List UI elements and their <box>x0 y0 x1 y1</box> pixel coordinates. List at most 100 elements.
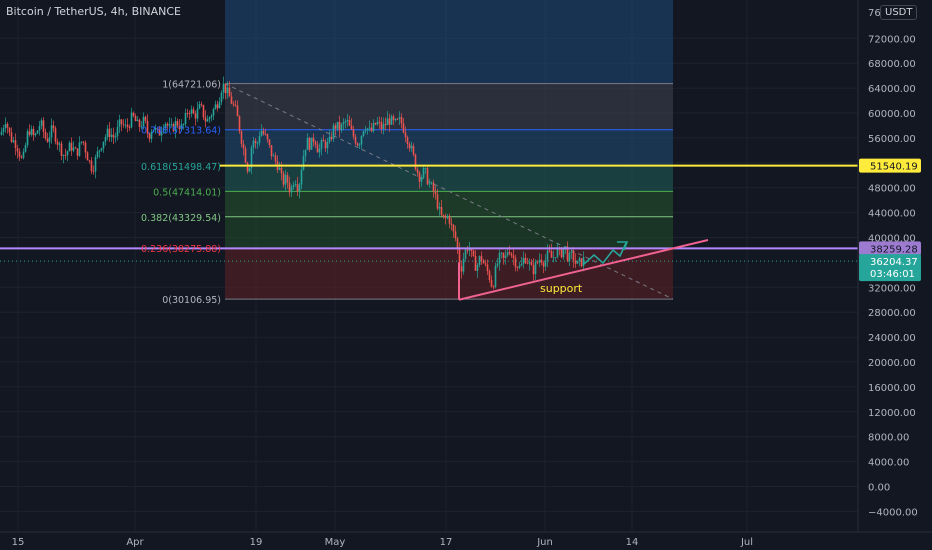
candle-body <box>450 223 453 226</box>
candle-body <box>206 119 209 122</box>
candle-body <box>236 105 239 117</box>
trend-drawings[interactable]: support <box>0 164 858 301</box>
candle-body <box>382 124 385 130</box>
candle-body <box>80 141 83 143</box>
candle-body <box>334 125 337 129</box>
candle-body <box>314 141 317 145</box>
arrow-head <box>617 241 629 251</box>
candle-body <box>392 116 395 121</box>
candle-body <box>302 156 305 170</box>
candle-body <box>202 105 205 118</box>
candle-body <box>432 182 435 192</box>
candle-body <box>22 151 25 158</box>
candle-body <box>60 143 63 156</box>
candle-body <box>150 131 153 139</box>
candle-body <box>10 132 13 142</box>
currency-badge[interactable]: USDT <box>880 5 918 20</box>
candle-body <box>70 142 73 151</box>
candle-body <box>214 104 217 110</box>
y-tick-label: 40000.00 <box>868 234 916 245</box>
candle-body <box>316 144 319 153</box>
candle-body <box>356 143 359 146</box>
candle-body <box>340 124 343 131</box>
symbol-title[interactable]: Bitcoin / TetherUS, 4h, BINANCE <box>6 5 182 18</box>
candle-body <box>224 83 227 94</box>
candle-body <box>54 128 57 142</box>
candle-body <box>218 101 221 109</box>
candle-body <box>56 141 59 145</box>
candle-body <box>480 256 483 261</box>
candle-body <box>192 109 195 114</box>
candle-body <box>332 125 335 140</box>
candle-body <box>78 142 81 156</box>
candle-body <box>196 108 199 119</box>
fib-level-label: 0.236(38275.88) <box>141 244 221 255</box>
fib-trend-line <box>224 83 674 300</box>
candle-body <box>402 123 405 133</box>
fib-extension-zone <box>225 0 673 84</box>
candle-body <box>482 260 485 264</box>
candle-body <box>130 112 133 128</box>
y-tick-label: 24000.00 <box>868 333 916 344</box>
candle-body <box>94 157 97 172</box>
candle-body <box>500 252 503 254</box>
time-axis[interactable]: 15 Apr 19 May 17 Jun 14 Jul <box>0 531 932 550</box>
candle-body <box>442 214 445 217</box>
candle-body <box>6 123 9 128</box>
candle-body <box>282 173 285 185</box>
candle-body <box>444 216 447 219</box>
candle-body <box>160 131 163 136</box>
candle-body <box>572 251 575 261</box>
candle-body <box>536 262 539 263</box>
candle-body <box>152 129 155 132</box>
candle-body <box>42 120 45 132</box>
fib-zone <box>225 83 673 130</box>
candle-body <box>544 260 547 267</box>
candle-body <box>198 104 201 109</box>
candle-body <box>156 128 159 129</box>
candle-body <box>528 262 531 264</box>
candle-body <box>474 255 477 271</box>
candle-body <box>532 265 535 275</box>
candle-body <box>230 96 233 104</box>
candle-body <box>434 191 437 195</box>
candle-body <box>308 137 311 150</box>
fib-level-label: 0(30106.95) <box>162 295 221 306</box>
candle-body <box>100 148 103 151</box>
candle-body <box>136 119 139 122</box>
candle-body <box>408 143 411 149</box>
candle-body <box>200 104 203 106</box>
candle-body <box>362 131 365 136</box>
candle-body <box>464 249 467 259</box>
level-price-label-background <box>859 241 921 256</box>
candle-body <box>326 142 329 149</box>
y-tick-label: 0.00 <box>868 483 890 494</box>
support-annotation: support <box>540 282 583 295</box>
candle-body <box>32 128 35 136</box>
candle-body <box>24 145 27 152</box>
y-tick-label: 72000.00 <box>868 34 916 45</box>
candle-body <box>430 182 433 184</box>
candle-body <box>324 141 327 149</box>
y-tick-label: −4000.00 <box>868 507 918 518</box>
candle-body <box>412 145 415 155</box>
candle-body <box>310 137 313 150</box>
candle-body <box>124 124 127 126</box>
candle-body <box>188 113 191 115</box>
candle-body <box>20 156 23 158</box>
candle-body <box>262 130 265 134</box>
fibonacci-retracement[interactable] <box>224 0 674 300</box>
candle-body <box>154 128 157 130</box>
price-axis[interactable]: 76 72000.00 68000.00 64000.00 60000.00 56000.… <box>857 0 932 532</box>
candle-body <box>370 127 373 132</box>
candle-body <box>394 118 397 121</box>
candle-body <box>514 257 517 268</box>
fib-level-label: 0.786(57313.64) <box>141 126 221 137</box>
candle-body <box>212 109 215 116</box>
candle-body <box>320 140 323 149</box>
candle-body <box>330 136 333 140</box>
candle-body <box>578 258 581 261</box>
candle-body <box>396 118 399 120</box>
x-tick-label: Jul <box>740 537 753 548</box>
